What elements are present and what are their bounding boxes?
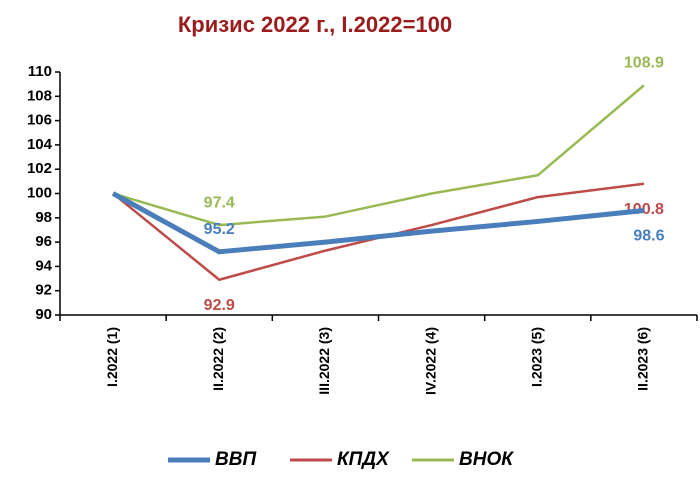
legend-label: КПДХ — [337, 449, 390, 470]
x-tick-label: I.2023 (5) — [528, 327, 544, 387]
y-tick-label: 90 — [35, 306, 52, 323]
legend-label: ВНОК — [459, 449, 514, 470]
x-tick-label: IV.2022 (4) — [422, 327, 438, 395]
y-tick-label: 108 — [27, 87, 52, 104]
y-tick-label: 106 — [27, 112, 52, 129]
y-tick-label: 102 — [27, 160, 52, 177]
x-tick-label: III.2022 (3) — [316, 327, 332, 395]
data-label: 92.9 — [204, 297, 235, 314]
y-tick-label: 94 — [35, 257, 52, 274]
series-line — [111, 191, 645, 255]
y-tick-label: 98 — [35, 209, 52, 226]
x-tick-label: I.2022 (1) — [104, 327, 120, 387]
y-tick-label: 104 — [27, 136, 53, 153]
legend-label: ВВП — [215, 449, 256, 470]
data-label: 95.2 — [204, 221, 235, 238]
y-tick-label: 110 — [28, 63, 52, 80]
y-tick-label: 100 — [27, 184, 52, 201]
data-label: 97.4 — [204, 194, 235, 211]
y-tick-label: 96 — [35, 233, 52, 250]
series-line — [112, 84, 645, 227]
data-label: 98.6 — [633, 228, 664, 245]
y-tick-label: 92 — [35, 282, 52, 299]
x-tick-label: II.2022 (2) — [210, 327, 226, 391]
x-tick-label: II.2023 (6) — [635, 327, 651, 391]
series-line — [112, 182, 645, 282]
chart-title: Кризис 2022 г., I.2022=100 — [178, 12, 452, 37]
data-label: 108.9 — [624, 55, 664, 72]
